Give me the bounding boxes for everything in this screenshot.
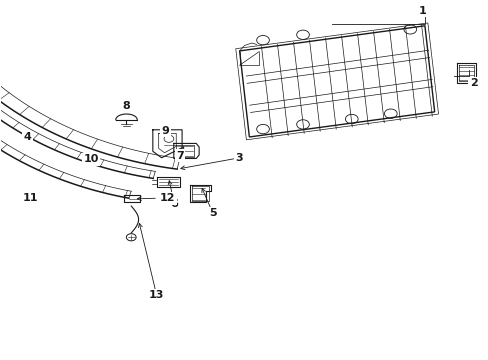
Text: 9: 9 [161,126,169,135]
Text: 1: 1 [418,6,426,16]
Text: 13: 13 [149,291,164,301]
Text: 7: 7 [176,150,183,161]
Text: 5: 5 [208,208,216,218]
Text: 11: 11 [23,193,39,203]
Text: 2: 2 [469,78,477,88]
Text: 3: 3 [235,153,243,163]
Text: 4: 4 [23,132,31,142]
Text: 8: 8 [122,102,130,112]
Text: 12: 12 [160,193,175,203]
Text: 10: 10 [83,154,99,164]
Text: 6: 6 [170,199,178,209]
